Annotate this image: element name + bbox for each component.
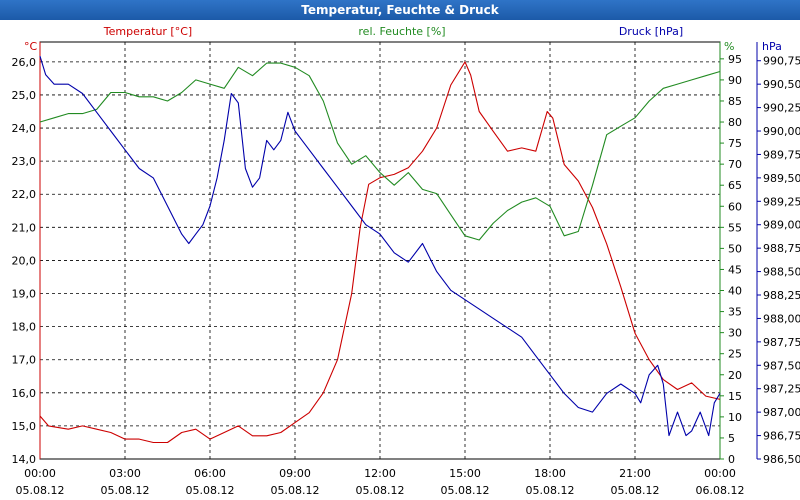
series-lines: [39, 55, 721, 444]
x-tick-date: 05.08.12: [526, 484, 575, 497]
pressure-tick-label: 990,00: [763, 125, 800, 138]
humidity-tick-label: 10: [728, 411, 742, 424]
humidity-tick-label: 80: [728, 116, 742, 129]
axis-labels: 14,0 15,0 16,0 17,0 18,0 19,0 20,0 21,0 22,0 23,0…: [12, 25, 800, 497]
humidity-tick-label: 65: [728, 179, 742, 192]
pressure-tick-label: 987,00: [763, 406, 800, 419]
humidity-tick-label: 20: [728, 369, 742, 382]
x-tick-time: 00:00: [704, 467, 736, 480]
x-tick-date: 05.08.12: [186, 484, 235, 497]
humidity-tick-label: 85: [728, 95, 742, 108]
x-tick-date: 05.08.12: [441, 484, 490, 497]
pressure-series-line: [39, 55, 721, 437]
pressure-tick-label: 988,25: [763, 289, 800, 302]
temperature-tick-label: 15,0: [12, 420, 37, 433]
x-tick-date: 05.08.12: [16, 484, 65, 497]
temperature-tick-label: 23,0: [12, 155, 37, 168]
humidity-tick-label: 55: [728, 221, 742, 234]
temperature-series-line: [39, 61, 721, 444]
x-tick-time: 15:00: [449, 467, 481, 480]
humidity-unit: %: [724, 40, 734, 53]
humidity-axis-title: rel. Feuchte [%]: [358, 25, 445, 38]
pressure-tick-label: 989,50: [763, 172, 800, 185]
pressure-tick-label: 989,25: [763, 195, 800, 208]
pressure-tick-label: 988,50: [763, 266, 800, 279]
x-tick-time: 03:00: [109, 467, 141, 480]
x-tick-time: 18:00: [534, 467, 566, 480]
humidity-tick-label: 70: [728, 158, 742, 171]
x-tick-date: 05.08.12: [271, 484, 320, 497]
pressure-tick-label: 988,75: [763, 242, 800, 255]
temperature-tick-label: 14,0: [12, 453, 37, 466]
temperature-tick-label: 21,0: [12, 221, 37, 234]
x-tick-date: 05.08.12: [356, 484, 405, 497]
temperature-unit: °C: [24, 40, 38, 53]
pressure-tick-label: 990,25: [763, 102, 800, 115]
x-tick-time: 21:00: [619, 467, 651, 480]
x-tick-date: 05.08.12: [101, 484, 150, 497]
humidity-tick-label: 75: [728, 137, 742, 150]
pressure-tick-label: 986,75: [763, 430, 800, 443]
temperature-axis-title: Temperatur [°C]: [103, 25, 192, 38]
temperature-tick-label: 26,0: [12, 56, 37, 69]
humidity-series-line: [39, 62, 721, 241]
temperature-tick-label: 24,0: [12, 122, 37, 135]
x-tick-time: 09:00: [279, 467, 311, 480]
pressure-tick-label: 988,00: [763, 312, 800, 325]
humidity-tick-label: 5: [728, 432, 735, 445]
humidity-tick-label: 35: [728, 306, 742, 319]
temperature-tick-label: 20,0: [12, 254, 37, 267]
axes: [39, 41, 761, 460]
humidity-tick-label: 60: [728, 200, 742, 213]
temperature-tick-label: 25,0: [12, 89, 37, 102]
humidity-tick-label: 30: [728, 327, 742, 340]
chart-title: Temperatur, Feuchte & Druck: [0, 0, 800, 20]
humidity-tick-label: 50: [728, 242, 742, 255]
grid-lines: [40, 42, 720, 460]
temperature-tick-label: 18,0: [12, 321, 37, 334]
pressure-tick-label: 989,75: [763, 148, 800, 161]
temperature-tick-label: 16,0: [12, 387, 37, 400]
temperature-tick-label: 19,0: [12, 288, 37, 301]
humidity-tick-label: 40: [728, 285, 742, 298]
pressure-tick-label: 987,50: [763, 359, 800, 372]
x-tick-date: 05.08.12: [611, 484, 660, 497]
pressure-tick-label: 987,25: [763, 383, 800, 396]
x-tick-time: 00:00: [24, 467, 56, 480]
humidity-tick-label: 90: [728, 74, 742, 87]
temperature-tick-label: 17,0: [12, 354, 37, 367]
humidity-tick-label: 25: [728, 348, 742, 361]
x-tick-time: 12:00: [364, 467, 396, 480]
pressure-tick-label: 986,50: [763, 453, 800, 466]
x-tick-date: 06.08.12: [696, 484, 745, 497]
pressure-tick-label: 990,50: [763, 78, 800, 91]
pressure-axis-title: Druck [hPa]: [619, 25, 683, 38]
humidity-tick-label: 0: [728, 453, 735, 466]
humidity-tick-label: 15: [728, 390, 742, 403]
x-tick-time: 06:00: [194, 467, 226, 480]
pressure-tick-label: 990,75: [763, 55, 800, 68]
pressure-tick-label: 987,75: [763, 336, 800, 349]
humidity-tick-label: 45: [728, 263, 742, 276]
humidity-tick-label: 95: [728, 53, 742, 66]
temperature-tick-label: 22,0: [12, 188, 37, 201]
pressure-unit: hPa: [762, 40, 782, 53]
pressure-tick-label: 989,00: [763, 219, 800, 232]
chart-plot: 14,0 15,0 16,0 17,0 18,0 19,0 20,0 21,0 22,0 23,0…: [12, 25, 800, 497]
